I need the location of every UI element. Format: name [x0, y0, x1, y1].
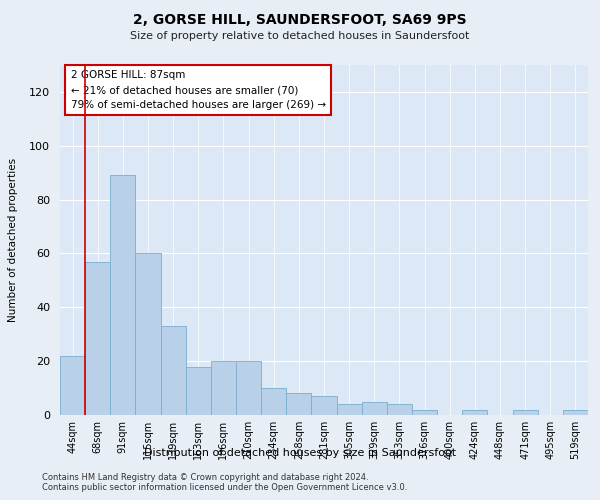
Text: Size of property relative to detached houses in Saundersfoot: Size of property relative to detached ho…: [130, 31, 470, 41]
Bar: [337, 404, 362, 415]
Text: Distribution of detached houses by size in Saundersfoot: Distribution of detached houses by size …: [144, 448, 456, 458]
Bar: [110, 176, 136, 415]
Bar: [512, 410, 538, 415]
Bar: [462, 410, 487, 415]
Bar: [60, 356, 85, 415]
Bar: [286, 394, 311, 415]
Text: Contains HM Land Registry data © Crown copyright and database right 2024.
Contai: Contains HM Land Registry data © Crown c…: [42, 472, 407, 492]
Bar: [412, 410, 437, 415]
Bar: [136, 254, 161, 415]
Bar: [362, 402, 387, 415]
Bar: [387, 404, 412, 415]
Bar: [161, 326, 186, 415]
Text: 2, GORSE HILL, SAUNDERSFOOT, SA69 9PS: 2, GORSE HILL, SAUNDERSFOOT, SA69 9PS: [133, 12, 467, 26]
Bar: [85, 262, 110, 415]
Text: 2 GORSE HILL: 87sqm
← 21% of detached houses are smaller (70)
79% of semi-detach: 2 GORSE HILL: 87sqm ← 21% of detached ho…: [71, 70, 326, 110]
Y-axis label: Number of detached properties: Number of detached properties: [8, 158, 18, 322]
Bar: [261, 388, 286, 415]
Bar: [236, 361, 261, 415]
Bar: [563, 410, 588, 415]
Bar: [186, 366, 211, 415]
Bar: [211, 361, 236, 415]
Bar: [311, 396, 337, 415]
